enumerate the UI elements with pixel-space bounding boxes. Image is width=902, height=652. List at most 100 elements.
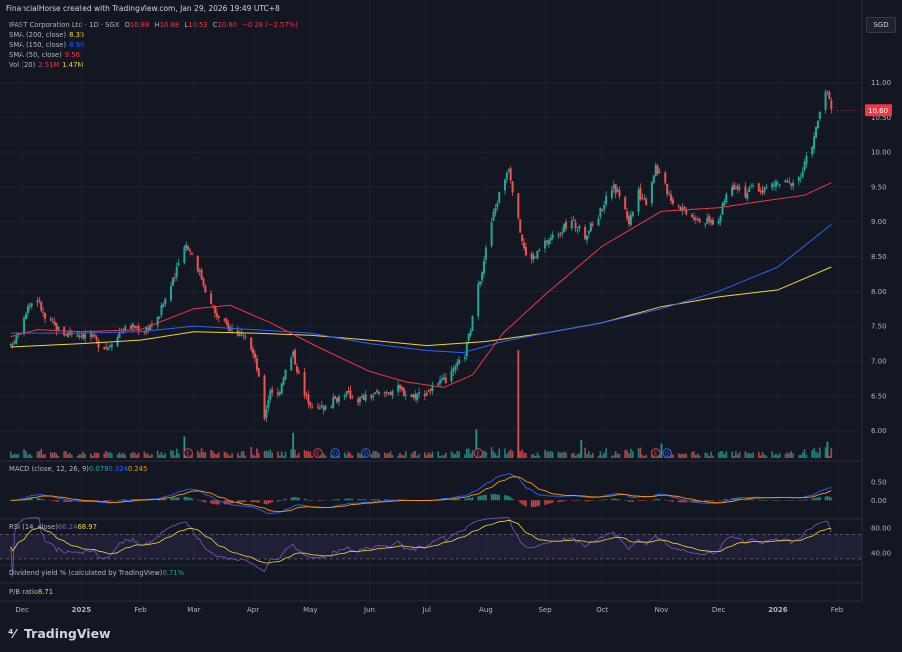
candle-body bbox=[240, 333, 243, 335]
candle-body bbox=[788, 181, 791, 183]
macd-histogram-bar bbox=[509, 497, 512, 501]
volume-bar bbox=[385, 453, 388, 458]
candle-body bbox=[80, 335, 83, 337]
price-tick-label: 10.00 bbox=[871, 149, 891, 157]
macd-histogram-bar bbox=[641, 500, 644, 501]
volume-bar bbox=[471, 450, 474, 458]
symbol-legend: IFAST Corporation Ltd · 1D · SGX O10.88 … bbox=[9, 21, 298, 29]
volume-bar bbox=[824, 447, 827, 458]
macd-histogram-bar bbox=[628, 500, 630, 502]
macd-histogram-bar bbox=[311, 500, 314, 501]
volume-bar bbox=[38, 451, 41, 458]
tv-logo-icon: ⁴⁄ bbox=[8, 626, 16, 641]
macd-histogram-bar bbox=[280, 500, 283, 501]
volume-bar bbox=[17, 453, 20, 458]
candle-body bbox=[467, 333, 470, 341]
candle-body bbox=[358, 397, 361, 403]
close-value: 10.60 bbox=[217, 21, 237, 29]
candle-body bbox=[49, 318, 52, 321]
candle-body bbox=[309, 402, 312, 406]
volume-bar bbox=[828, 455, 831, 458]
macd-legend[interactable]: MACD (close, 12, 26, 9)0.0790.3240.245 bbox=[9, 465, 148, 473]
axes: 11.00 10.50 10.00 9.50 9.00 8.50 8.00 7.50 7.00 6… bbox=[15, 79, 892, 614]
candle-body bbox=[17, 333, 20, 335]
sma200-line bbox=[10, 266, 832, 348]
volume-bar bbox=[576, 454, 579, 458]
price-tick-label: 7.00 bbox=[871, 357, 887, 365]
rsi-legend[interactable]: RSI (14, close)66.2468.97 bbox=[9, 523, 97, 531]
candle-body bbox=[444, 377, 447, 383]
candle-body bbox=[778, 184, 781, 186]
candle-body bbox=[761, 190, 764, 194]
candle-body bbox=[616, 189, 619, 192]
volume-bar bbox=[210, 449, 212, 458]
candle-body bbox=[351, 397, 354, 399]
macd-histogram-bar bbox=[746, 499, 749, 501]
candle-body bbox=[423, 394, 426, 397]
open-value: 10.88 bbox=[129, 21, 150, 29]
volume-bar bbox=[97, 452, 100, 458]
candle-body bbox=[360, 396, 363, 398]
macd-histogram-bar bbox=[611, 498, 613, 501]
candle-body bbox=[189, 250, 192, 252]
price-candles bbox=[9, 88, 833, 422]
macd-histogram-bar bbox=[504, 495, 506, 501]
volume-bar bbox=[616, 453, 619, 458]
volume-bar bbox=[82, 451, 85, 458]
currency-button[interactable]: SGD bbox=[866, 17, 896, 33]
candle-body bbox=[418, 392, 421, 395]
time-tick-label: Feb bbox=[831, 606, 844, 614]
sma150-legend[interactable]: SMA (150, close) 8.96 bbox=[9, 41, 85, 49]
candle-body bbox=[324, 406, 327, 410]
macd-histogram-bar bbox=[561, 500, 564, 502]
macd-histogram-bar bbox=[517, 500, 520, 501]
candle-body bbox=[509, 168, 512, 181]
candle-body bbox=[668, 194, 671, 196]
volume-bar bbox=[773, 455, 775, 458]
volume-bar bbox=[309, 451, 312, 458]
volume-bar bbox=[237, 452, 239, 458]
macd-histogram-bar bbox=[771, 500, 773, 501]
candle-body bbox=[68, 330, 71, 335]
high-value: 10.88 bbox=[159, 21, 180, 29]
volume-bar bbox=[736, 454, 739, 458]
volume-bar bbox=[305, 451, 308, 458]
volume-bar bbox=[76, 455, 79, 458]
volume-bar bbox=[590, 455, 592, 458]
volume-bar bbox=[244, 455, 247, 458]
macd-histogram-bar bbox=[210, 500, 212, 504]
tradingview-logo[interactable]: ⁴⁄ TradingView bbox=[8, 626, 111, 641]
pb-ratio-legend[interactable]: P/B ratio8.71 bbox=[9, 588, 54, 596]
candle-body bbox=[666, 184, 669, 195]
candle-body bbox=[523, 242, 526, 249]
volume-bar bbox=[708, 455, 710, 458]
volume-bar bbox=[383, 452, 386, 458]
sma200-legend[interactable]: SMA (200, close) 8.35 bbox=[9, 31, 85, 39]
candle-body bbox=[771, 183, 774, 188]
volume-bar bbox=[523, 452, 525, 458]
volume-bar bbox=[798, 455, 800, 458]
candle-body bbox=[332, 397, 335, 408]
macd-histogram-bar bbox=[53, 500, 56, 502]
volume-bar bbox=[124, 454, 127, 458]
volume-bar bbox=[156, 450, 159, 458]
macd-histogram-bar bbox=[225, 500, 228, 505]
macd-histogram-bar bbox=[616, 498, 619, 501]
macd-histogram-bar bbox=[452, 499, 455, 501]
time-tick-label: Jun bbox=[363, 606, 375, 614]
last-price-label: 10.60 bbox=[868, 107, 888, 115]
price-tick-label: 9.00 bbox=[871, 218, 887, 226]
time-tick-label: Sep bbox=[538, 606, 552, 614]
candle-body bbox=[442, 377, 445, 380]
candle-body bbox=[723, 201, 726, 206]
candle-body bbox=[129, 325, 132, 329]
macd-histogram-bar bbox=[757, 499, 760, 501]
candle-body bbox=[265, 409, 268, 418]
macd-histogram-bar bbox=[786, 500, 789, 501]
dividend-yield-legend[interactable]: Dividend yield % (calculated by TradingV… bbox=[9, 569, 185, 577]
volume-bar bbox=[378, 453, 380, 458]
dividend-marker bbox=[360, 448, 371, 458]
candle-body bbox=[801, 171, 804, 178]
sma50-legend[interactable]: SMA (50, close) 9.56 bbox=[9, 51, 80, 59]
